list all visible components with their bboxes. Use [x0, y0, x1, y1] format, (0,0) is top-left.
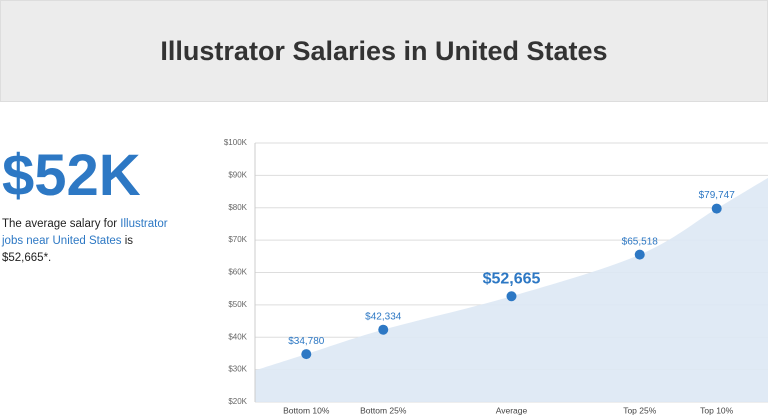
value-label: $79,747 [699, 190, 736, 201]
value-label: $42,334 [365, 311, 402, 322]
y-tick-label: $60K [228, 268, 247, 277]
headline: $52K [2, 143, 141, 208]
x-tick-label: Top 25% [623, 405, 657, 415]
page-title: Illustrator Salaries in United States [160, 36, 608, 66]
value-label: $65,518 [622, 236, 659, 247]
y-tick-label: $90K [228, 170, 247, 179]
x-tick-label: Top 10% [700, 405, 734, 415]
x-tick-label: Bottom 10% [283, 405, 330, 415]
text: is [121, 235, 134, 247]
y-tick-label: $100K [224, 138, 248, 147]
area [255, 177, 768, 402]
text: $52,665*. [2, 252, 52, 264]
point [506, 291, 517, 302]
y-tick-label: $80K [228, 203, 247, 212]
value-label: $52,665 [483, 270, 541, 287]
y-tick-label: $20K [228, 397, 247, 406]
point [378, 324, 389, 335]
description: The average salary for Illustrator jobs … [2, 216, 172, 267]
point [301, 349, 312, 360]
value-label: $34,780 [288, 336, 325, 347]
header: Illustrator Salaries in United States [0, 0, 768, 102]
x-tick-label: Average [496, 405, 528, 415]
y-tick-label: $40K [228, 332, 247, 341]
y-tick-label: $70K [228, 235, 247, 244]
y-tick-label: $50K [228, 300, 247, 309]
x-tick-label: Bottom 25% [360, 405, 407, 415]
point [634, 249, 645, 260]
y-tick-label: $30K [228, 365, 247, 374]
link[interactable]: Illustrator jobs near United States [2, 218, 168, 247]
text: The average salary for [2, 218, 121, 230]
point [711, 203, 722, 214]
